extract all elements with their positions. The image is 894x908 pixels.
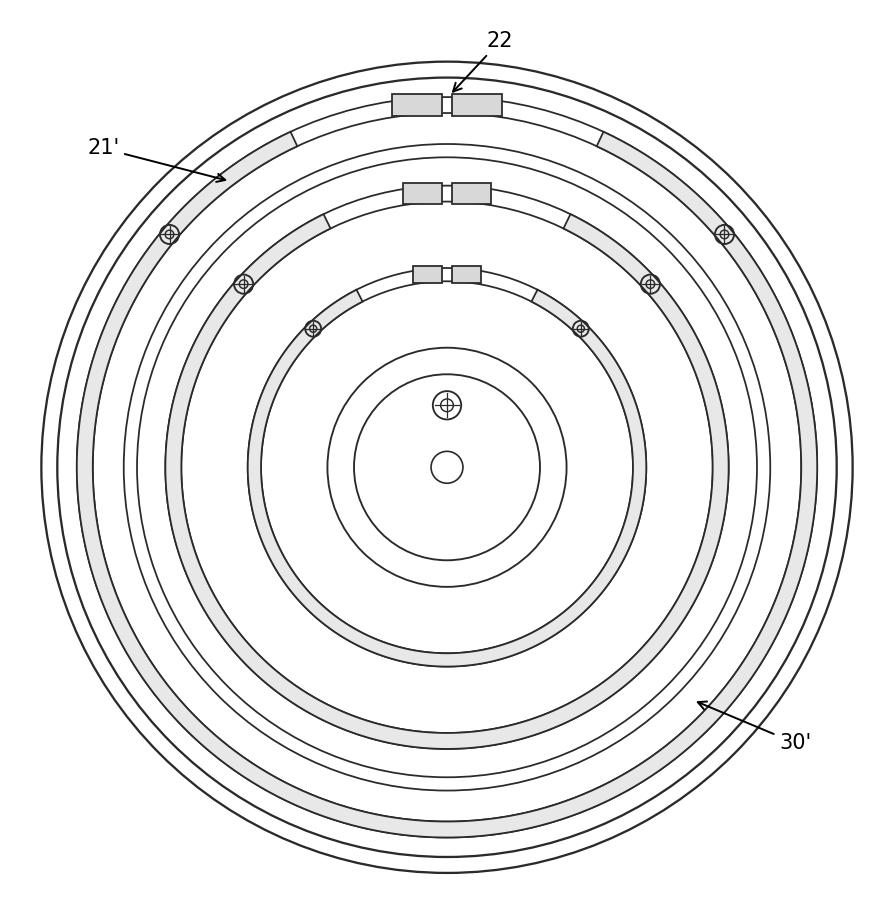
Bar (413, 266, 442, 283)
Bar (402, 183, 442, 203)
Bar (392, 94, 442, 115)
Text: 30': 30' (698, 702, 812, 753)
Bar (452, 94, 502, 115)
Polygon shape (248, 290, 646, 666)
Text: 22: 22 (453, 31, 513, 92)
Bar (452, 183, 492, 203)
Bar (452, 266, 481, 283)
Polygon shape (165, 214, 729, 749)
Polygon shape (77, 132, 817, 837)
Text: 21': 21' (87, 138, 225, 182)
